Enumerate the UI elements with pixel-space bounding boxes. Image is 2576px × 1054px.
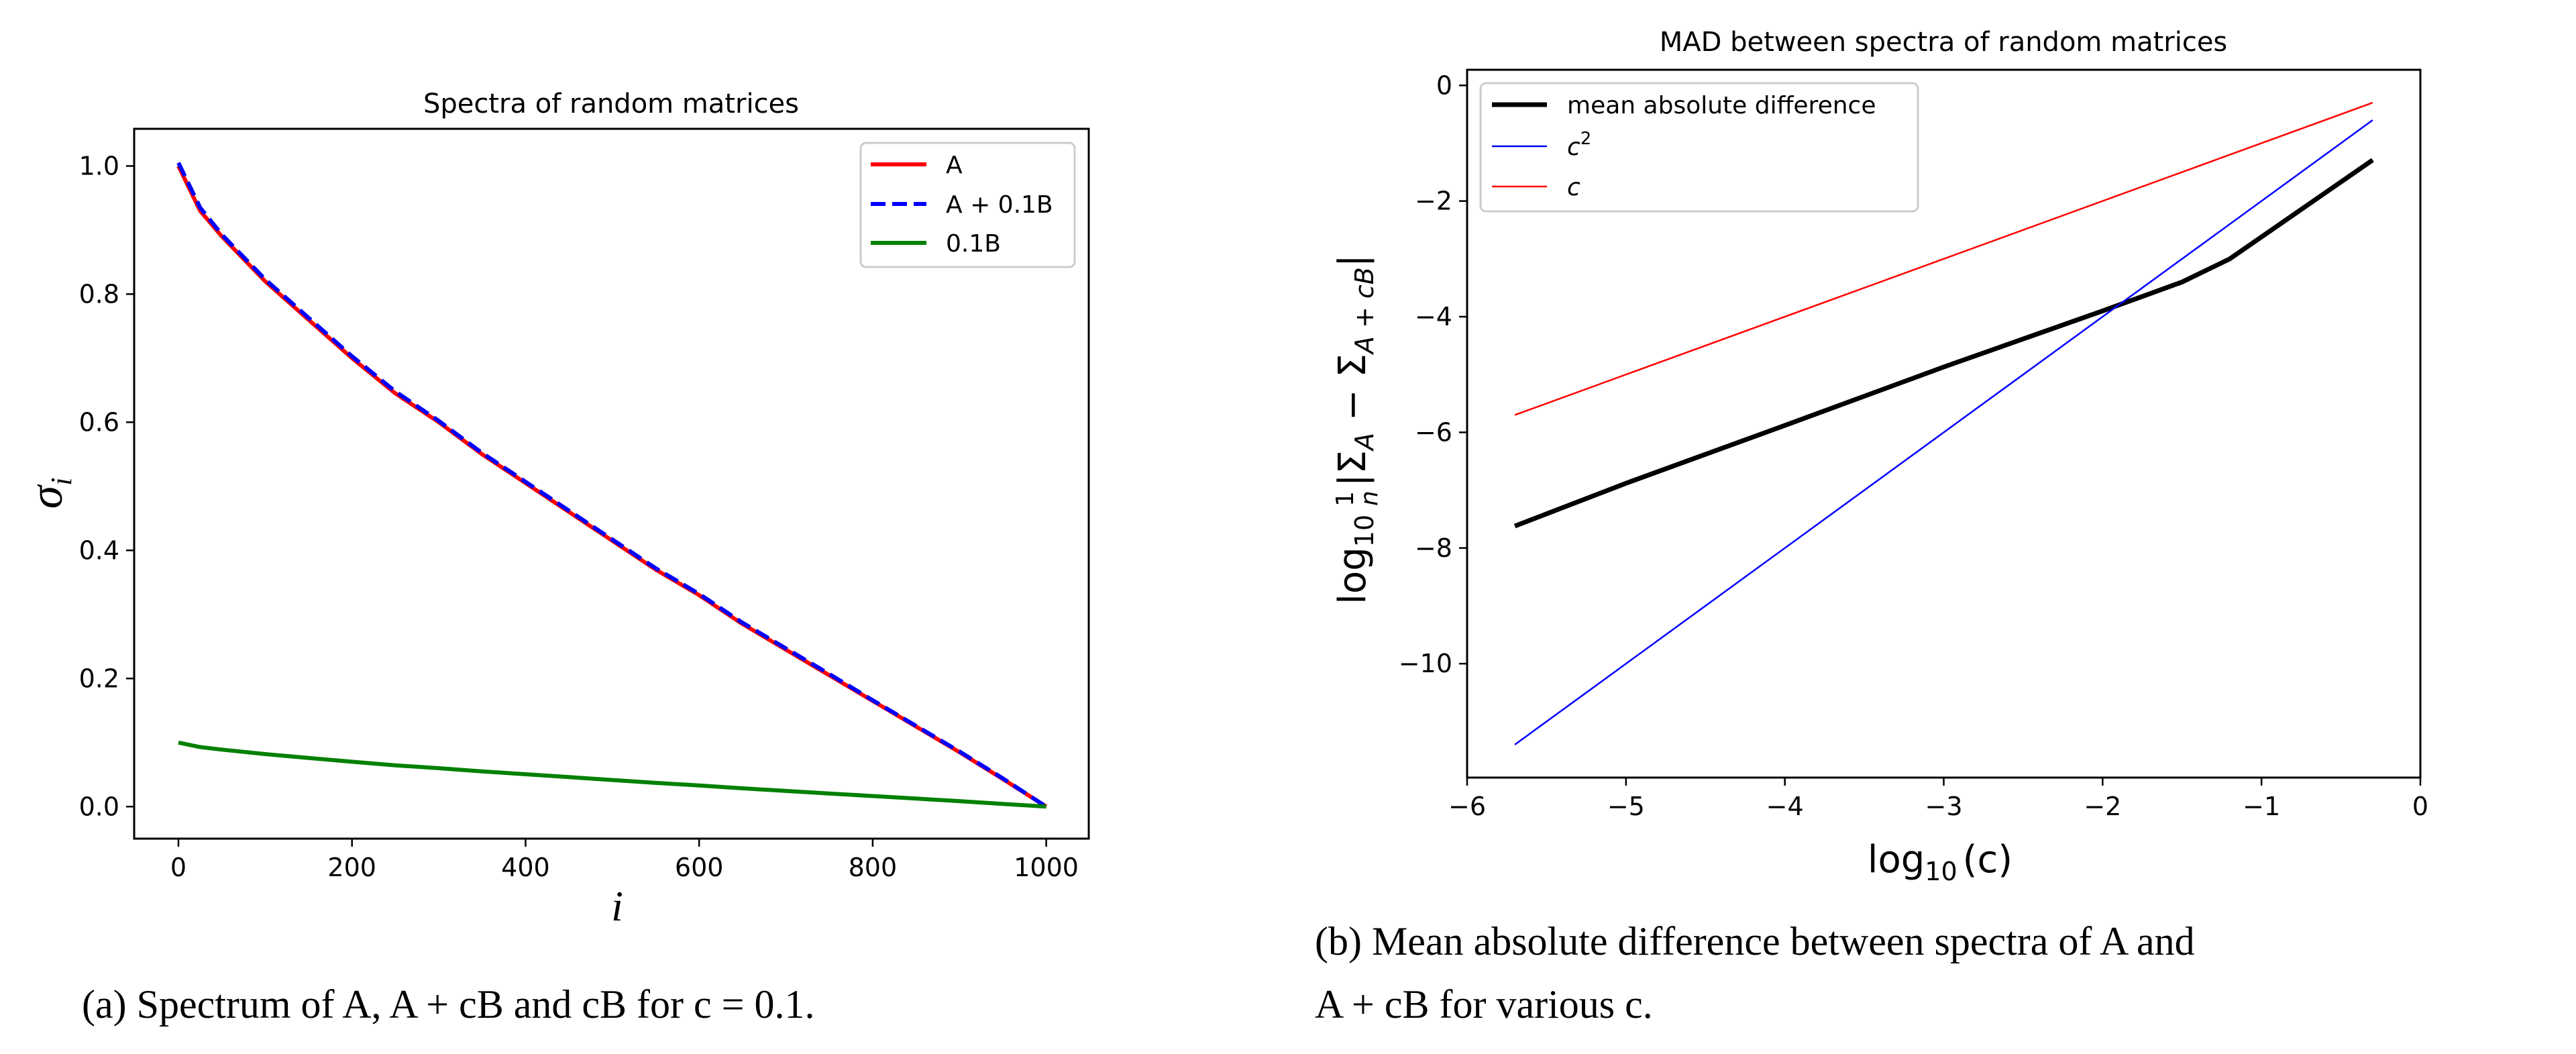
series-line-2 (1514, 101, 2373, 416)
x-tick-label: 200 (327, 853, 376, 882)
x-tick-label: 1000 (1014, 853, 1079, 882)
y-tick-label: 0.8 (79, 279, 119, 309)
axes-frame (1466, 68, 2422, 779)
legend-frame (859, 142, 1076, 268)
y-tick-label: −10 (1399, 649, 1452, 678)
y-tick-label: 0.2 (79, 664, 119, 693)
spectra-chart: Spectra of random matrices 0 200 400 600 800… (21, 89, 1090, 930)
x-axis-label: log10 (c) (1868, 838, 2012, 886)
series-line-1 (1514, 119, 2373, 745)
x-tick-label: 0 (2412, 792, 2428, 821)
chart-title: Spectra of random matrices (423, 89, 799, 119)
axes-frame (133, 127, 1090, 840)
y-tick-label: 0.4 (79, 535, 119, 565)
plot-area: −6 −5 −4 −3 −2 −1 00−2−4−6−8−10 (1399, 70, 2428, 821)
plot-area: 0 200 400 600 800 1000 0.0 0.2 0.4 0.6 0.8 1.0 (79, 151, 1079, 882)
x-tick-label: −2 (2084, 792, 2121, 821)
legend-label-c-squared: c2 (1567, 129, 1591, 161)
legend: A A + 0.1B 0.1B (859, 142, 1076, 268)
x-tick-label: 800 (849, 853, 898, 882)
x-tick-label: −4 (1766, 792, 1804, 821)
y-tick-label: 1.0 (79, 151, 119, 180)
legend-label-c: c (1567, 174, 1580, 201)
x-tick-label: 600 (675, 853, 724, 882)
y-tick-label: 0.0 (79, 792, 119, 821)
legend-label-a: A (946, 152, 963, 179)
legend-frame (1479, 82, 1919, 213)
caption-a: (a) Spectrum of A, A + cB and cB for c =… (82, 982, 814, 1026)
x-tick-label: −1 (2243, 792, 2280, 821)
y-axis-label: log101n|ΣA − ΣA + cB| (1331, 254, 1383, 604)
x-tick-label: −5 (1607, 792, 1645, 821)
series-line-1 (176, 162, 1048, 808)
legend-label-b: 0.1B (946, 230, 1001, 258)
caption-b-line1: (b) Mean absolute difference between spe… (1315, 919, 2195, 963)
series-line-2 (178, 740, 1046, 809)
y-tick-label: −8 (1415, 533, 1452, 563)
series-line-0 (1513, 158, 2374, 529)
chart-title: MAD between spectra of random matrices (1660, 27, 2228, 58)
y-axis-label: σi (21, 478, 78, 509)
y-tick-label: 0.6 (79, 407, 119, 437)
y-tick-label: −4 (1415, 302, 1452, 331)
legend-label-a-plus-b: A + 0.1B (946, 191, 1053, 219)
x-tick-label: 400 (501, 853, 550, 882)
y-tick-label: −2 (1415, 187, 1452, 216)
y-tick-label: 0 (1436, 70, 1452, 100)
legend-label-mad: mean absolute difference (1567, 92, 1876, 119)
x-tick-label: −6 (1448, 792, 1486, 821)
mad-chart: MAD between spectra of random matrices −… (1331, 27, 2428, 886)
x-tick-label: −3 (1925, 792, 1962, 821)
x-tick-label: 0 (170, 853, 186, 882)
x-axis-label: i (611, 882, 623, 930)
legend: mean absolute difference c2 c (1479, 82, 1919, 213)
y-tick-label: −6 (1415, 417, 1452, 447)
caption-b-line2: A + cB for various c. (1315, 982, 1653, 1026)
